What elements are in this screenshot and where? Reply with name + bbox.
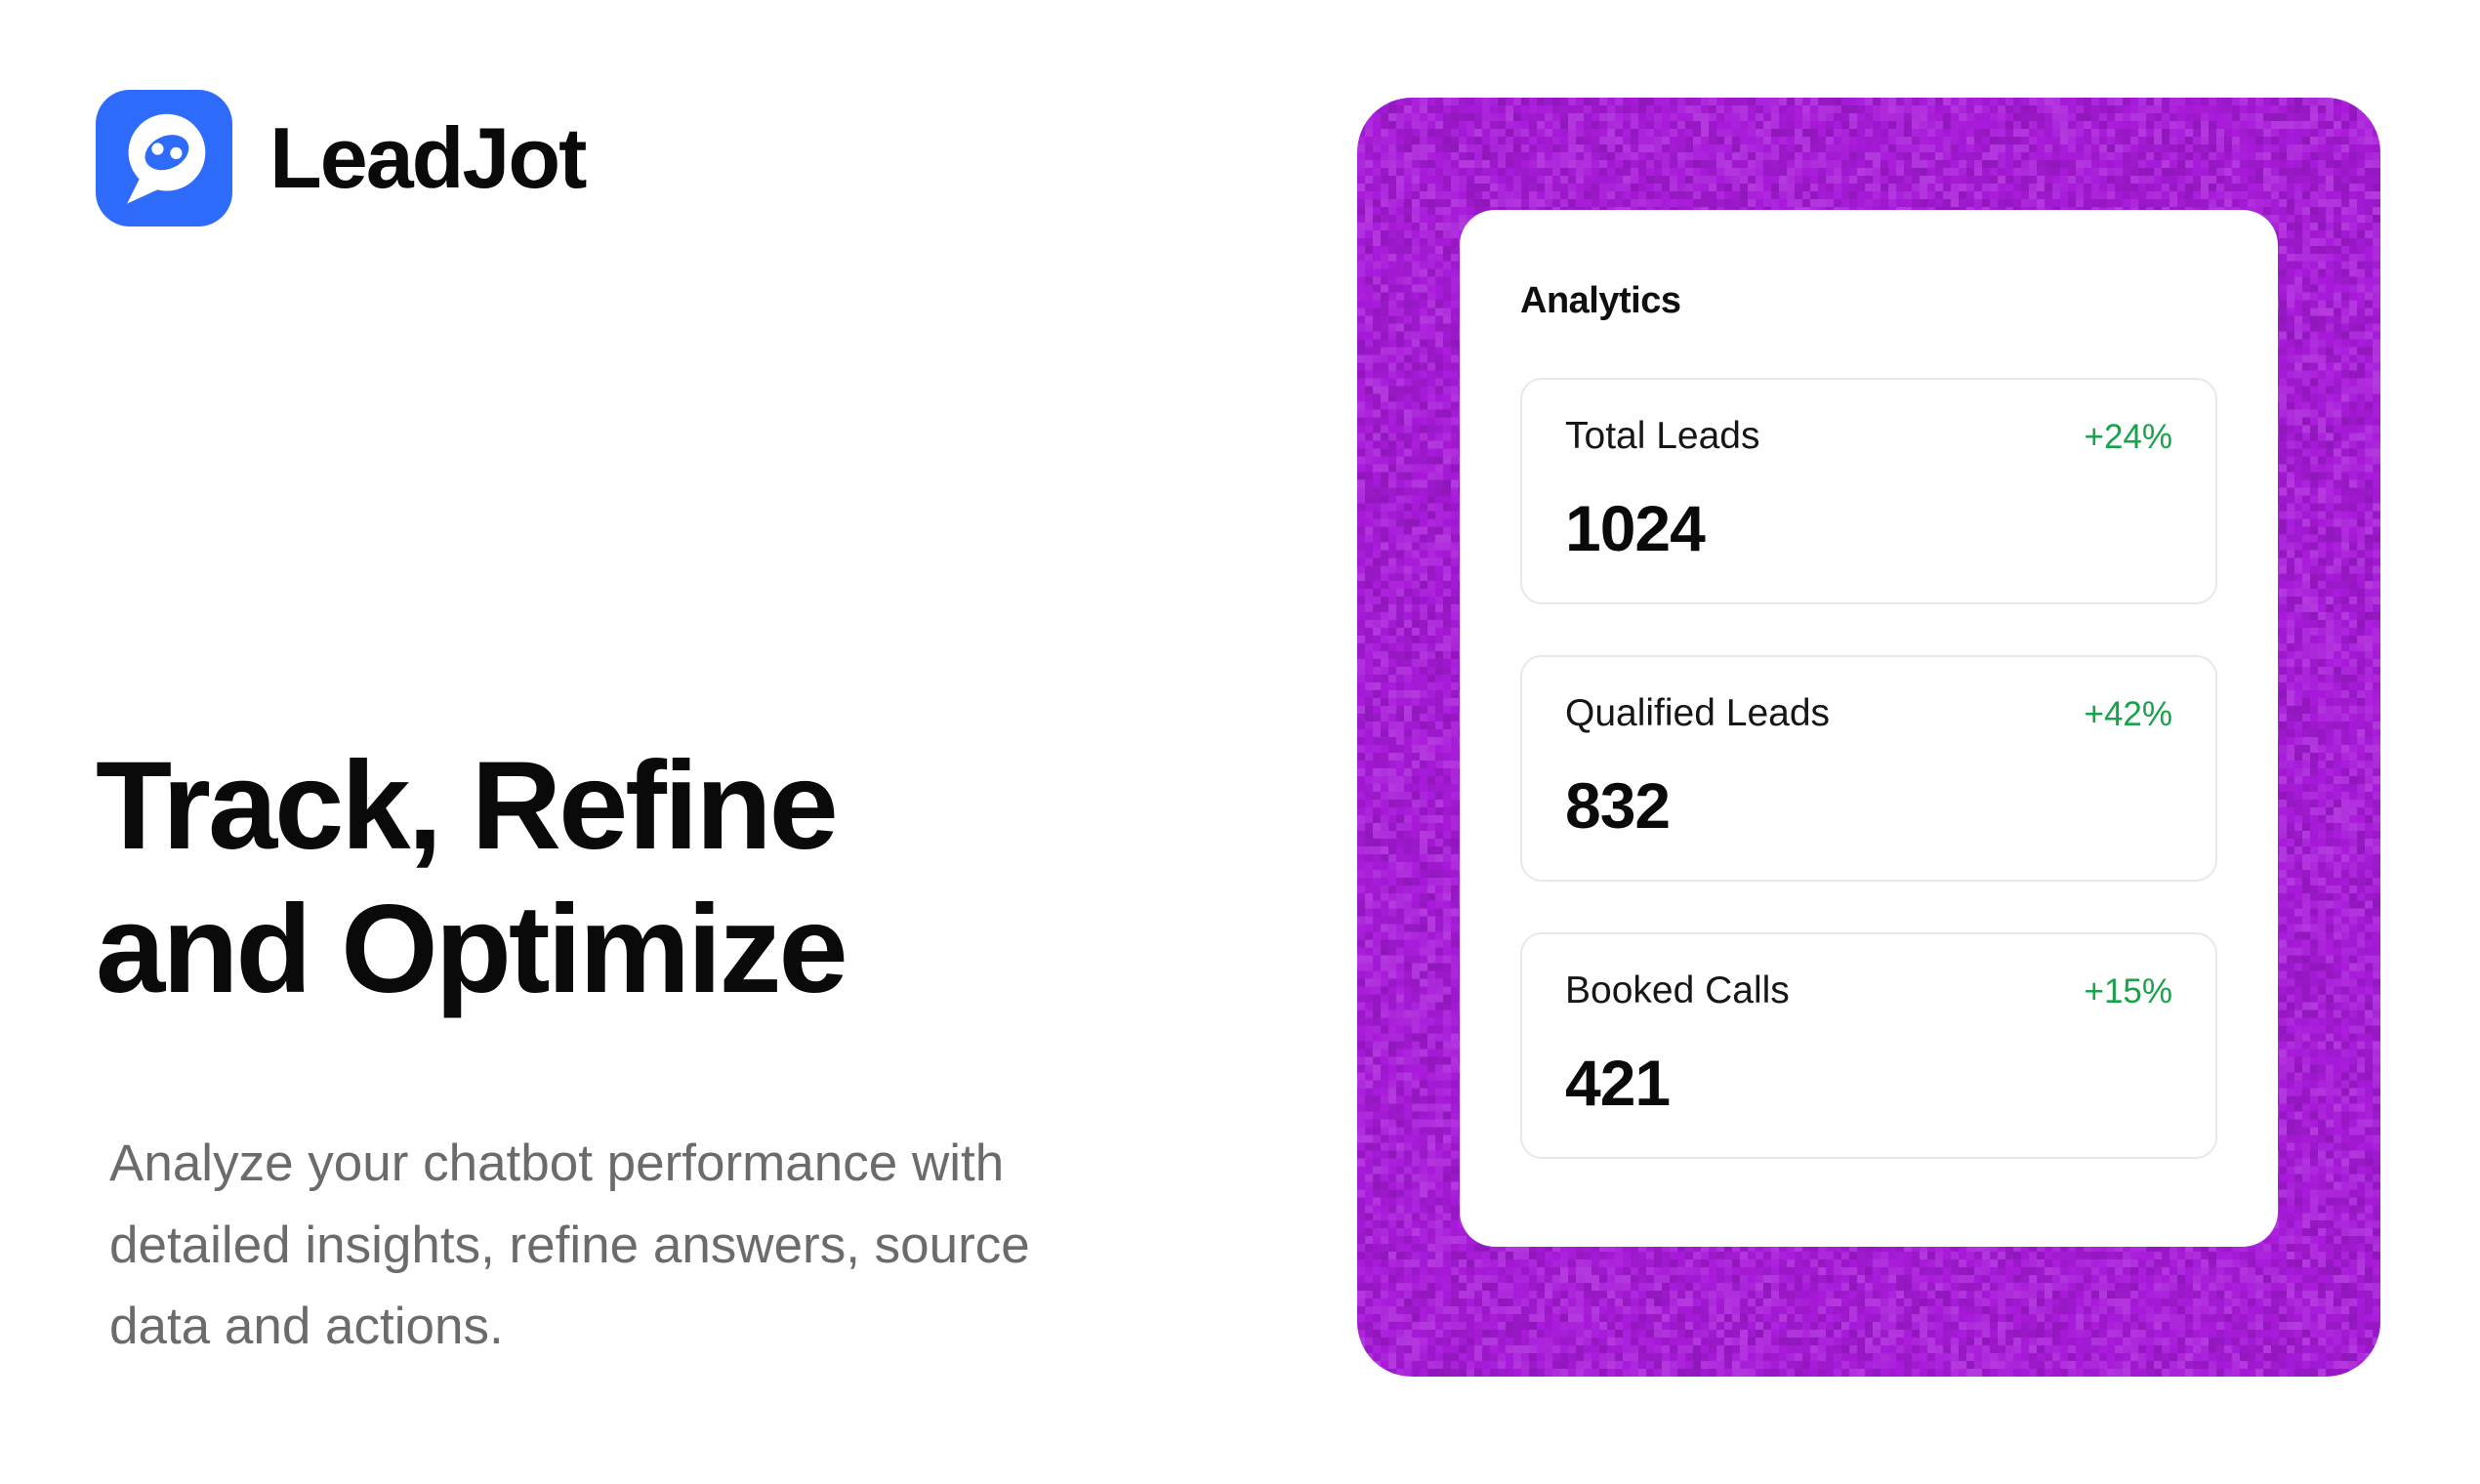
analytics-panel: Analytics Total Leads +24% 1024 Qualifie… (1357, 98, 2380, 1377)
subtext: Analyze your chatbot performance with de… (109, 1123, 1301, 1368)
brand: LeadJot (96, 90, 587, 227)
stat-delta: +24% (2084, 418, 2173, 456)
stat-card-booked-calls: Booked Calls +15% 421 (1520, 932, 2217, 1159)
stat-delta: +15% (2084, 972, 2173, 1010)
subtext-line: data and actions. (109, 1298, 504, 1356)
headline: Track, Refine and Optimize (96, 734, 848, 1021)
stat-value: 421 (1565, 1047, 1671, 1119)
analytics-card: Analytics Total Leads +24% 1024 Qualifie… (1460, 210, 2278, 1247)
stat-delta: +42% (2084, 695, 2173, 733)
headline-line-1: Track, Refine (96, 736, 839, 876)
stat-label: Booked Calls (1565, 969, 1790, 1011)
leadjot-logo-icon (96, 90, 232, 227)
stat-label: Qualified Leads (1565, 692, 1831, 734)
subtext-line: detailed insights, refine answers, sourc… (109, 1216, 1030, 1274)
subtext-line: Analyze your chatbot performance with (109, 1134, 1005, 1192)
brand-name: LeadJot (269, 109, 587, 206)
stat-value: 832 (1565, 769, 1671, 842)
stat-label: Total Leads (1565, 415, 1760, 457)
headline-line-2: and Optimize (96, 880, 848, 1020)
stat-card-qualified-leads: Qualified Leads +42% 832 (1520, 655, 2217, 882)
analytics-title: Analytics (1520, 280, 1681, 321)
stat-value: 1024 (1565, 492, 1706, 564)
stat-card-total-leads: Total Leads +24% 1024 (1520, 378, 2217, 604)
